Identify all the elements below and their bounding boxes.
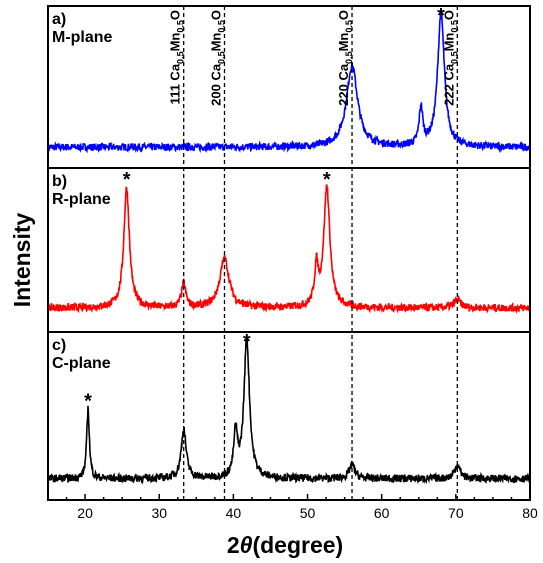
x-tick-label: 50 bbox=[300, 505, 316, 521]
reference-label: 200 Ca0.5Mn0.5O bbox=[209, 10, 227, 106]
panel-m-plane: a)M-plane * bbox=[47, 5, 531, 154]
x-axis-label: 2θ(degree) bbox=[227, 532, 343, 558]
reference-lines-layer: 111 Ca0.5Mn0.5O 200 Ca0.5Mn0.5O 220 Ca0.5M… bbox=[168, 6, 459, 500]
series-line-r-plane bbox=[47, 184, 531, 314]
x-tick-label: 80 bbox=[522, 505, 538, 521]
series-line-m-plane bbox=[47, 9, 531, 154]
reference-label: 111 Ca0.5Mn0.5O bbox=[168, 10, 186, 104]
x-tick-label: 40 bbox=[226, 505, 242, 521]
panel-r-plane: b)R-plane * * bbox=[47, 169, 531, 314]
x-tick-label: 30 bbox=[151, 505, 167, 521]
x-tick-label: 20 bbox=[77, 505, 93, 521]
reference-label: 222 Ca0.5Mn0.5O bbox=[441, 10, 459, 106]
reference-label: 220 Ca0.5Mn0.5O bbox=[336, 10, 354, 106]
peak-star-marker: * bbox=[123, 169, 131, 191]
peak-star-marker: * bbox=[437, 5, 445, 27]
x-tick-label: 70 bbox=[448, 505, 464, 521]
panel-letter: c) bbox=[52, 337, 66, 354]
panel-c-plane: c)C-plane * * bbox=[47, 331, 531, 485]
panel-letter: b) bbox=[52, 173, 67, 190]
panel-name: R-plane bbox=[52, 191, 111, 208]
x-axis: 20 30 40 50 60 70 80 bbox=[47, 494, 538, 521]
x-axis-label-two: 2 bbox=[227, 532, 240, 558]
x-tick-label: 60 bbox=[374, 505, 390, 521]
series-line-c-plane bbox=[47, 337, 531, 485]
panel-name: M-plane bbox=[52, 29, 113, 46]
panels-layer: a)M-plane * b)R-plane * * c)C-plane * * bbox=[47, 5, 531, 485]
y-axis-label: Intensity bbox=[9, 213, 35, 308]
peak-star-marker: * bbox=[84, 390, 92, 412]
x-axis-label-theta: θ bbox=[240, 532, 253, 558]
peak-star-marker: * bbox=[243, 331, 251, 353]
peak-star-marker: * bbox=[323, 169, 331, 191]
panel-name: C-plane bbox=[52, 355, 111, 372]
panel-letter: a) bbox=[52, 11, 66, 28]
x-axis-label-unit: (degree) bbox=[252, 532, 343, 558]
